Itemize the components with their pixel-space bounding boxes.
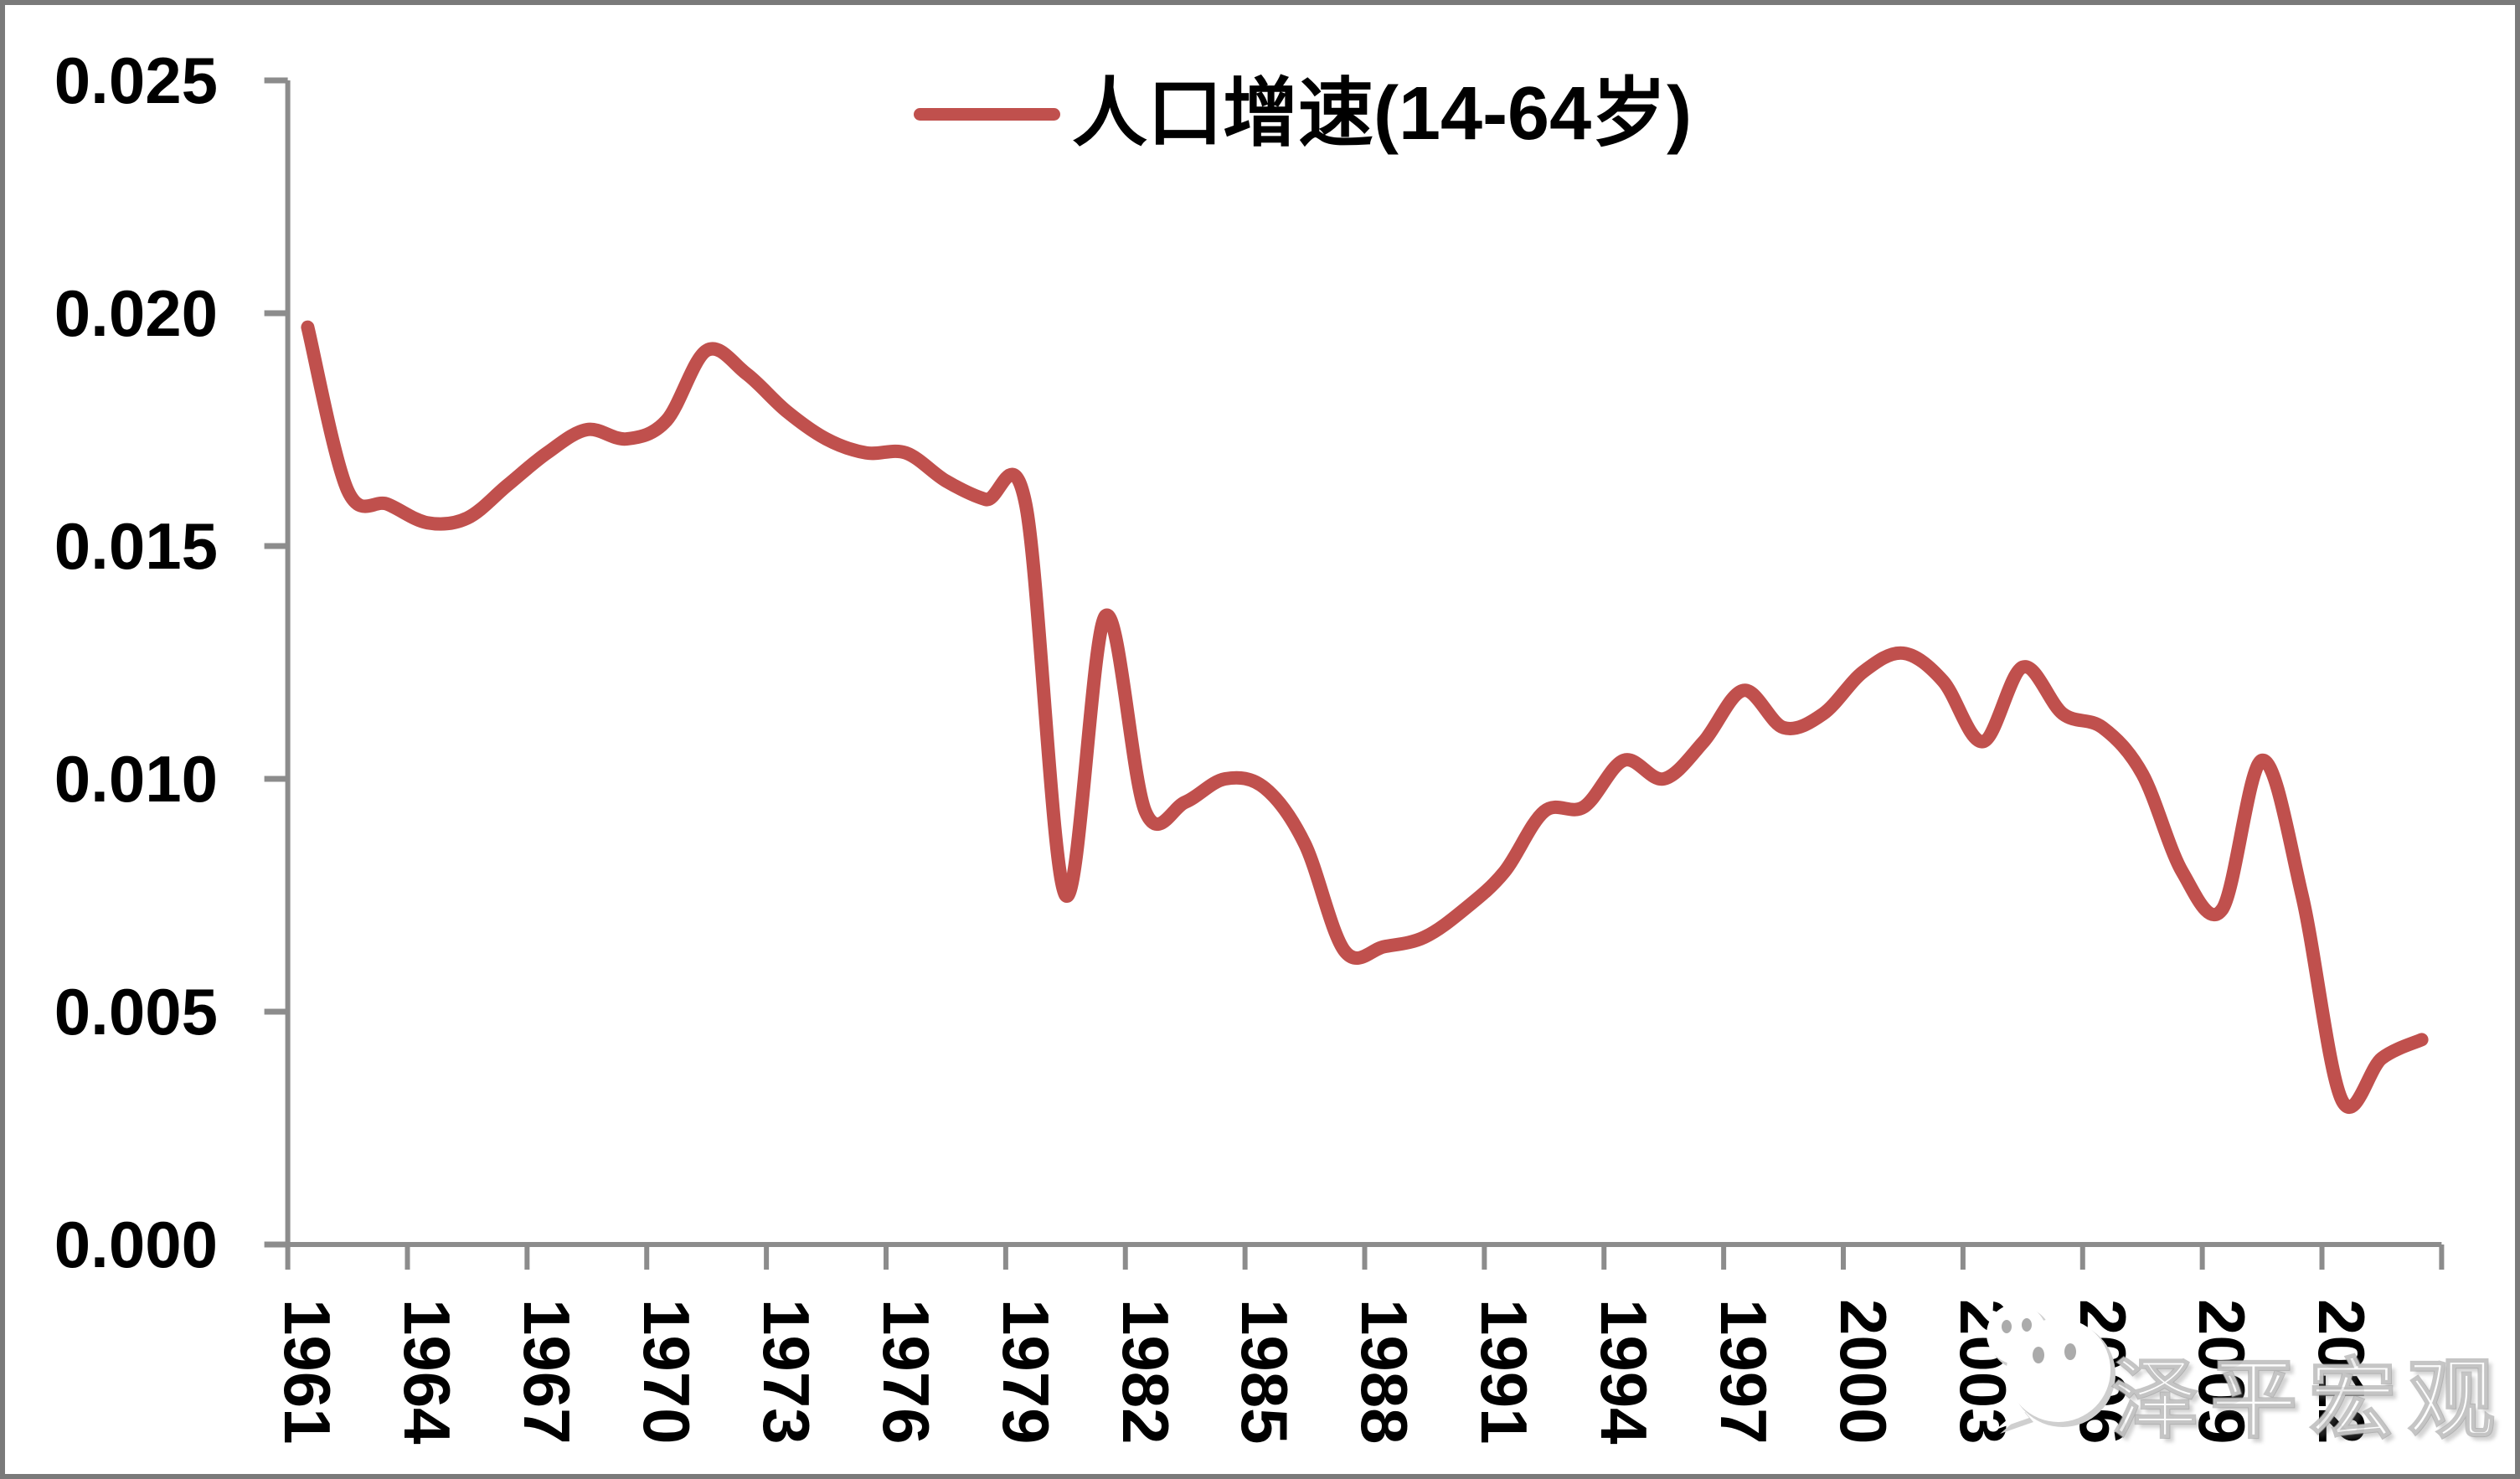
legend: 人口增速(14-64岁) <box>914 72 1692 156</box>
series-line-population-growth <box>301 320 2429 1115</box>
y-axis-tick-label: 0.015 <box>54 509 218 583</box>
y-axis-tick-label: 0.005 <box>54 975 218 1049</box>
y-axis-tick-label: 0.000 <box>54 1208 218 1281</box>
x-axis-tick-label: 1970 <box>630 1299 704 1445</box>
x-axis-tick-label: 2009 <box>2185 1299 2260 1445</box>
x-axis-tick-label: 1982 <box>1108 1299 1183 1445</box>
x-axis-tick-label: 1979 <box>988 1299 1063 1445</box>
line-chart-svg <box>264 77 2445 1270</box>
x-axis-tick-label: 1985 <box>1228 1299 1302 1445</box>
x-axis-tick-label: 1997 <box>1706 1299 1780 1445</box>
y-axis-tick-label: 0.020 <box>54 276 218 350</box>
x-axis-tick-label: 1973 <box>749 1299 823 1445</box>
legend-line-marker <box>914 107 1060 121</box>
x-axis-tick-label: 1988 <box>1348 1299 1422 1445</box>
x-axis-tick-label: 1976 <box>868 1299 943 1445</box>
x-axis-tick-label: 1991 <box>1467 1299 1542 1445</box>
x-axis-tick-label: 2003 <box>1945 1299 2020 1445</box>
x-axis-tick-label: 2012 <box>2305 1299 2379 1445</box>
x-axis-tick-label: 1961 <box>271 1299 345 1445</box>
x-axis-tick-label: 1967 <box>510 1299 585 1445</box>
x-axis-tick-label: 1994 <box>1587 1299 1662 1445</box>
y-axis-tick-label: 0.025 <box>54 44 218 117</box>
x-axis-tick-label: 2006 <box>2065 1299 2140 1445</box>
y-axis-tick-label: 0.010 <box>54 742 218 816</box>
x-axis-tick-label: 1964 <box>390 1299 465 1445</box>
x-axis-tick-label: 2000 <box>1826 1299 1900 1445</box>
legend-label: 人口增速(14-64岁) <box>1072 72 1693 156</box>
